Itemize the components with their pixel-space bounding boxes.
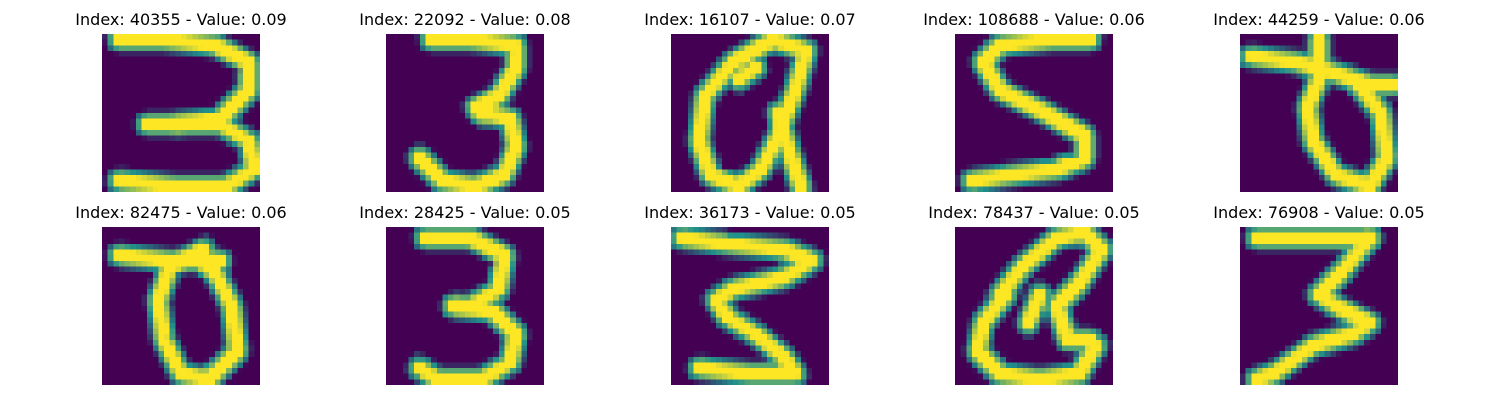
grid-cell: Index: 22092 - Value: 0.08 <box>315 10 615 200</box>
digit-image <box>102 34 260 192</box>
digit-image <box>102 227 260 385</box>
grid-cell: Index: 76908 - Value: 0.05 <box>1169 203 1469 393</box>
grid-cell: Index: 28425 - Value: 0.05 <box>315 203 615 393</box>
cell-title: Index: 28425 - Value: 0.05 <box>359 203 571 222</box>
grid-cell: Index: 40355 - Value: 0.09 <box>31 10 331 200</box>
cell-title: Index: 78437 - Value: 0.05 <box>928 203 1140 222</box>
grid-cell: Index: 36173 - Value: 0.05 <box>600 203 900 393</box>
grid-cell: Index: 16107 - Value: 0.07 <box>600 10 900 200</box>
cell-title: Index: 36173 - Value: 0.05 <box>644 203 856 222</box>
digit-image <box>955 227 1113 385</box>
digit-image <box>1240 34 1398 192</box>
digit-image <box>671 227 829 385</box>
digit-image <box>955 34 1113 192</box>
cell-title: Index: 76908 - Value: 0.05 <box>1213 203 1425 222</box>
cell-title: Index: 40355 - Value: 0.09 <box>75 10 287 29</box>
cell-title: Index: 108688 - Value: 0.06 <box>923 10 1145 29</box>
grid-cell: Index: 108688 - Value: 0.06 <box>884 10 1184 200</box>
grid-cell: Index: 82475 - Value: 0.06 <box>31 203 331 393</box>
digit-image <box>386 34 544 192</box>
digit-image <box>671 34 829 192</box>
cell-title: Index: 82475 - Value: 0.06 <box>75 203 287 222</box>
cell-title: Index: 22092 - Value: 0.08 <box>359 10 571 29</box>
digit-image <box>1240 227 1398 385</box>
cell-title: Index: 16107 - Value: 0.07 <box>644 10 856 29</box>
digit-image <box>386 227 544 385</box>
cell-title: Index: 44259 - Value: 0.06 <box>1213 10 1425 29</box>
grid-cell: Index: 78437 - Value: 0.05 <box>884 203 1184 393</box>
grid-cell: Index: 44259 - Value: 0.06 <box>1169 10 1469 200</box>
